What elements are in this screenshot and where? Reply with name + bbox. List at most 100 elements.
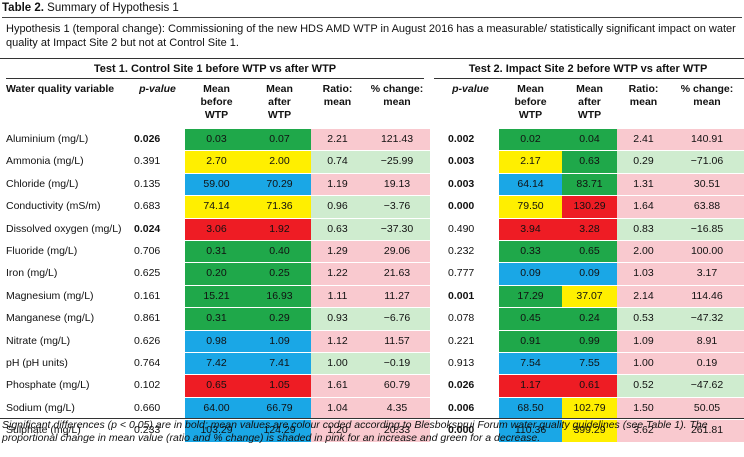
test2-mean-after-cell: 0.04 (562, 129, 617, 152)
test1-ratio-cell: 1.29 (311, 240, 364, 264)
rule-test2 (434, 78, 744, 79)
test2-mean-after-cell: 3.28 (562, 218, 617, 242)
column-gap (430, 129, 442, 152)
test1-pvalue-cell: 0.683 (130, 195, 185, 219)
header-mean-before: Mean before WTP (200, 83, 233, 121)
test2-pvalue-cell: 0.000 (442, 419, 499, 443)
header-row: Water quality variable p-value Mean befo… (0, 80, 744, 129)
header-pvalue-2: p-value (452, 83, 489, 95)
test2-pvalue-cell: 0.221 (442, 330, 499, 354)
test2-pct-cell: −16.85 (670, 218, 744, 242)
column-gap (430, 150, 442, 174)
test1-pct-cell: 4.35 (364, 397, 430, 421)
test2-pvalue-cell: 0.078 (442, 307, 499, 331)
test1-mean-after-cell: 1.92 (248, 218, 311, 242)
variable-cell: Sulphate (mg/L) (0, 419, 130, 443)
test2-ratio-cell: 1.00 (617, 352, 670, 376)
test2-mean-before-cell: 0.45 (499, 307, 562, 331)
test2-mean-before-cell: 0.91 (499, 330, 562, 354)
header-pct: % change: mean (370, 83, 424, 108)
variable-cell: Fluoride (mg/L) (0, 240, 130, 264)
test1-ratio-cell: 1.20 (311, 419, 364, 443)
test2-title: Test 2. Impact Site 2 before WTP vs afte… (468, 63, 708, 75)
test2-ratio-cell: 0.29 (617, 150, 670, 174)
test1-mean-before-cell: 0.20 (185, 262, 248, 286)
column-gap (430, 397, 442, 421)
test2-mean-before-cell: 0.02 (499, 129, 562, 152)
column-gap (430, 240, 442, 264)
column-gap (430, 285, 442, 309)
test1-ratio-cell: 1.11 (311, 285, 364, 309)
test2-mean-after-cell: 102.79 (562, 397, 617, 421)
caption-label: Table 2. (2, 2, 44, 14)
test1-ratio-cell: 2.21 (311, 129, 364, 152)
test2-pct-cell: 63.88 (670, 195, 744, 219)
test2-ratio-cell: 2.41 (617, 129, 670, 152)
table-row: Iron (mg/L) 0.625 0.20 0.25 1.22 21.63 0.777 0.… (0, 262, 744, 286)
test2-ratio-cell: 2.00 (617, 240, 670, 264)
test2-mean-after-cell: 83.71 (562, 173, 617, 197)
test2-pvalue-cell: 0.003 (442, 150, 499, 174)
test1-pct-cell: 11.27 (364, 285, 430, 309)
header-variable: Water quality variable (6, 83, 115, 95)
test1-title: Test 1. Control Site 1 before WTP vs aft… (93, 63, 337, 75)
test1-pct-cell: 19.13 (364, 173, 430, 197)
test1-pvalue-cell: 0.161 (130, 285, 185, 309)
test1-mean-before-cell: 7.42 (185, 352, 248, 376)
variable-cell: Sodium (mg/L) (0, 397, 130, 421)
test2-pct-cell: 3.17 (670, 262, 744, 286)
test2-mean-before-cell: 0.33 (499, 240, 562, 264)
test1-mean-before-cell: 64.00 (185, 397, 248, 421)
test2-pct-cell: 114.46 (670, 285, 744, 309)
header-mean-after: Mean after WTP (266, 83, 293, 121)
test1-mean-after-cell: 71.36 (248, 195, 311, 219)
test2-pct-cell: −47.32 (670, 307, 744, 331)
test1-pvalue-cell: 0.026 (130, 129, 185, 152)
test1-pvalue-cell: 0.102 (130, 374, 185, 398)
hypothesis-text: Hypothesis 1 (temporal change): Commissi… (6, 23, 736, 49)
test1-pvalue-cell: 0.706 (130, 240, 185, 264)
test1-ratio-cell: 0.96 (311, 195, 364, 219)
variable-cell: Manganese (mg/L) (0, 307, 130, 331)
test1-pvalue-cell: 0.625 (130, 262, 185, 286)
test2-ratio-cell: 1.50 (617, 397, 670, 421)
table-row: Sodium (mg/L) 0.660 64.00 66.79 1.04 4.35 0.00… (0, 397, 744, 421)
column-gap (430, 419, 442, 443)
rule-top (0, 58, 744, 59)
test2-pct-cell: 30.51 (670, 173, 744, 197)
rule-test1 (6, 78, 424, 79)
test1-pvalue-cell: 0.626 (130, 330, 185, 354)
column-gap (430, 352, 442, 376)
test2-ratio-cell: 1.03 (617, 262, 670, 286)
table-row: Fluoride (mg/L) 0.706 0.31 0.40 1.29 29.06 0.2… (0, 240, 744, 264)
test2-pvalue-cell: 0.003 (442, 173, 499, 197)
test1-ratio-cell: 1.22 (311, 262, 364, 286)
variable-cell: Chloride (mg/L) (0, 173, 130, 197)
table-footnote: Significant differences (p < 0.05) are i… (2, 419, 708, 444)
header-pct-2: % change: mean (680, 83, 734, 108)
test1-mean-before-cell: 0.31 (185, 240, 248, 264)
test2-mean-before-cell: 79.50 (499, 195, 562, 219)
test1-mean-after-cell: 0.07 (248, 129, 311, 152)
table-row: Magnesium (mg/L) 0.161 15.21 16.93 1.11 11.27… (0, 285, 744, 309)
test2-pct-cell: 100.00 (670, 240, 744, 264)
column-gap (430, 262, 442, 286)
test2-mean-after-cell: 0.24 (562, 307, 617, 331)
test1-mean-before-cell: 2.70 (185, 150, 248, 174)
table-row: Phosphate (mg/L) 0.102 0.65 1.05 1.61 60.79 0.… (0, 374, 744, 398)
test1-pct-cell: 60.79 (364, 374, 430, 398)
column-gap (430, 218, 442, 242)
table-row: Aluminium (mg/L) 0.026 0.03 0.07 2.21 121.43 0… (0, 129, 744, 152)
test1-mean-after-cell: 0.29 (248, 307, 311, 331)
test1-ratio-cell: 1.19 (311, 173, 364, 197)
test1-mean-after-cell: 0.25 (248, 262, 311, 286)
test2-ratio-cell: 0.53 (617, 307, 670, 331)
test2-mean-before-cell: 110.36 (499, 419, 562, 443)
test2-mean-before-cell: 0.09 (499, 262, 562, 286)
test1-mean-before-cell: 0.31 (185, 307, 248, 331)
test2-mean-before-cell: 17.29 (499, 285, 562, 309)
test2-ratio-cell: 1.09 (617, 330, 670, 354)
test1-pct-cell: −0.19 (364, 352, 430, 376)
test1-ratio-cell: 0.93 (311, 307, 364, 331)
